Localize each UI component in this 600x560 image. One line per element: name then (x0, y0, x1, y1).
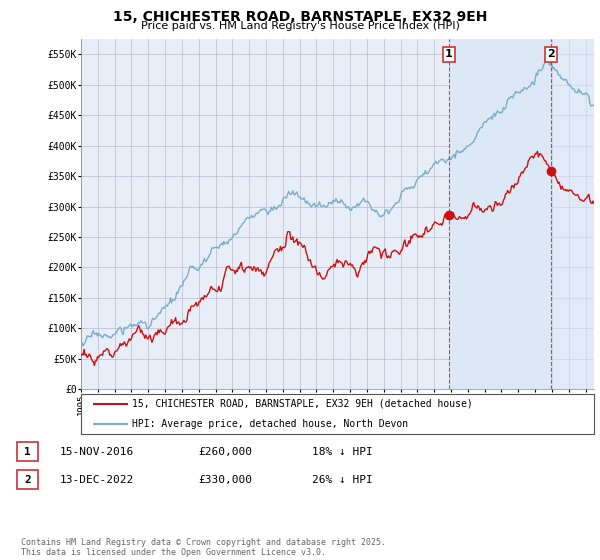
Text: 13-DEC-2022: 13-DEC-2022 (60, 475, 134, 485)
Text: HPI: Average price, detached house, North Devon: HPI: Average price, detached house, Nort… (133, 419, 409, 429)
Text: Contains HM Land Registry data © Crown copyright and database right 2025.
This d: Contains HM Land Registry data © Crown c… (21, 538, 386, 557)
Text: 2: 2 (547, 49, 555, 59)
Text: £260,000: £260,000 (198, 447, 252, 457)
Text: 26% ↓ HPI: 26% ↓ HPI (312, 475, 373, 485)
Text: 15-NOV-2016: 15-NOV-2016 (60, 447, 134, 457)
Text: £330,000: £330,000 (198, 475, 252, 485)
Bar (551, 39, 594, 389)
Text: 18% ↓ HPI: 18% ↓ HPI (312, 447, 373, 457)
Text: 1: 1 (445, 49, 453, 59)
Bar (449, 39, 551, 389)
Text: 2: 2 (24, 475, 31, 485)
Text: 1: 1 (24, 447, 31, 457)
Text: Price paid vs. HM Land Registry's House Price Index (HPI): Price paid vs. HM Land Registry's House … (140, 21, 460, 31)
Text: 15, CHICHESTER ROAD, BARNSTAPLE, EX32 9EH (detached house): 15, CHICHESTER ROAD, BARNSTAPLE, EX32 9E… (133, 399, 473, 409)
Text: 15, CHICHESTER ROAD, BARNSTAPLE, EX32 9EH: 15, CHICHESTER ROAD, BARNSTAPLE, EX32 9E… (113, 10, 487, 24)
